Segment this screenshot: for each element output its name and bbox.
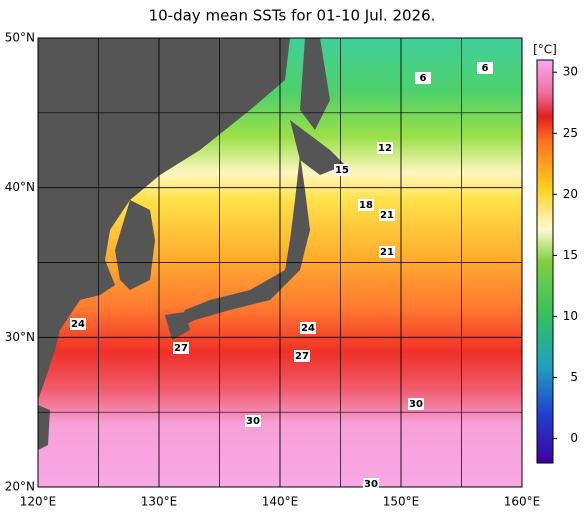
- contour-label-box: [300, 322, 316, 334]
- contour-label-box: [70, 318, 86, 330]
- contour-label: 15: [335, 165, 349, 176]
- colorbar: [536, 59, 554, 464]
- contour-label: 30: [409, 399, 423, 410]
- contour-label-box: [377, 142, 393, 154]
- x-tick-label: 130°E: [141, 495, 178, 509]
- contour-label-box: [415, 72, 431, 84]
- contour-label: 21: [380, 247, 394, 258]
- contour-label-box: [334, 164, 350, 176]
- contour-label-box: [294, 350, 310, 362]
- colorbar-tick-label: 30: [563, 65, 578, 79]
- y-tick-label: 50°N: [5, 31, 35, 45]
- contour-label-box: [477, 62, 493, 74]
- y-tick-label: 40°N: [5, 180, 35, 194]
- contour-label-box: [363, 478, 379, 490]
- title: 10-day mean SSTs for 01-10 Jul. 2026.: [149, 7, 436, 25]
- colorbar-tick-label: 25: [563, 126, 578, 140]
- x-tick-label: 160°E: [504, 495, 541, 509]
- contour-label-box: [379, 246, 395, 258]
- contour-label: 24: [71, 319, 85, 330]
- contour-label-box: [173, 342, 189, 354]
- contour-label-box: [379, 209, 395, 221]
- x-tick-label: 150°E: [383, 495, 420, 509]
- x-tick-label: 140°E: [262, 495, 299, 509]
- contour-label: 27: [295, 351, 309, 362]
- contour-label: 30: [246, 416, 260, 427]
- colorbar-tick-label: 20: [563, 187, 578, 201]
- contour-label: 30: [364, 479, 378, 490]
- contour-label: 6: [482, 63, 489, 74]
- x-tick-label: 120°E: [20, 495, 57, 509]
- colorbar-tick-label: 15: [563, 248, 578, 262]
- land: [38, 38, 345, 450]
- contour-label: 18: [359, 200, 373, 211]
- colorbar-tick-label: 5: [570, 370, 578, 384]
- contour-label: 24: [301, 323, 315, 334]
- contour-label-box: [408, 398, 424, 410]
- contour-label: 6: [420, 73, 427, 84]
- contour-label-box: [245, 415, 261, 427]
- contour-label: 27: [174, 343, 188, 354]
- contour-label: 21: [380, 210, 394, 221]
- contour-label-box: [358, 199, 374, 211]
- y-tick-label: 30°N: [5, 330, 35, 344]
- colorbar-tick-label: 10: [563, 309, 578, 323]
- colorbar-tick-label: 0: [570, 431, 578, 445]
- colorbar-label: [°C]: [533, 43, 557, 57]
- contour-label: 12: [378, 143, 392, 154]
- y-tick-label: 20°N: [5, 480, 35, 494]
